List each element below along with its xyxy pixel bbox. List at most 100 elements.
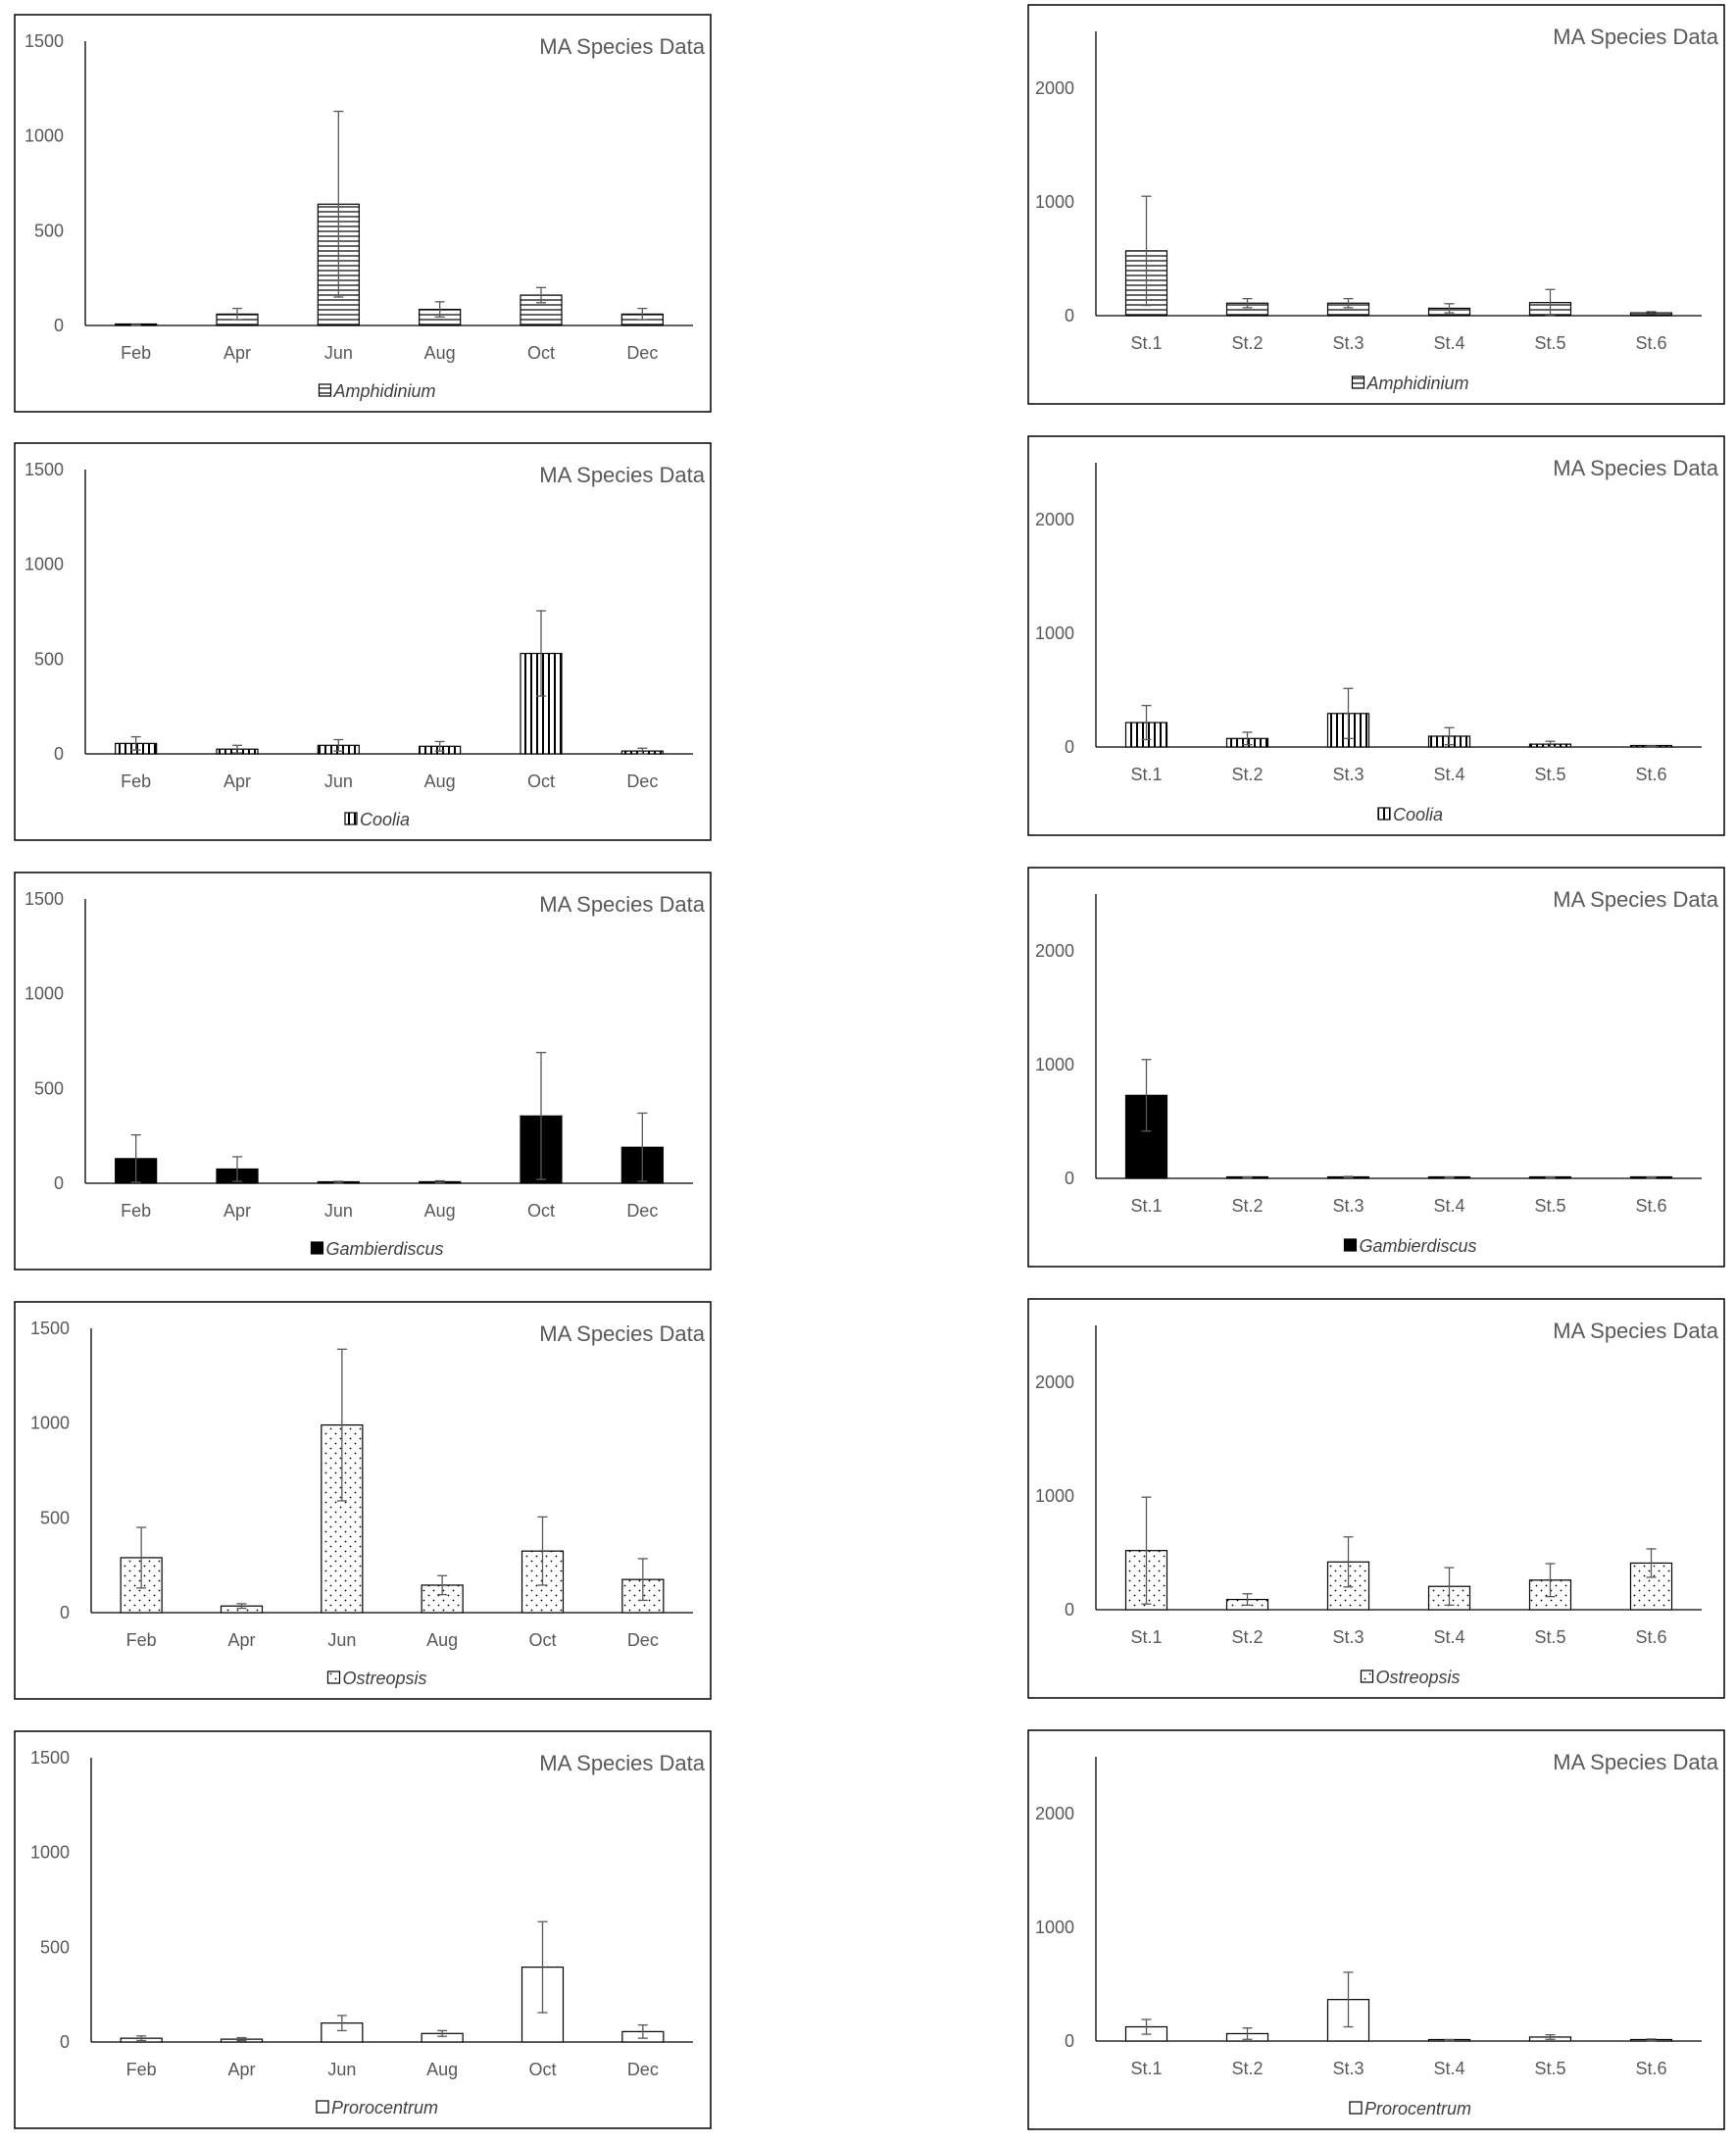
y-tick-label: 500 [40, 1508, 70, 1527]
x-tick-label: St.2 [1231, 333, 1263, 353]
y-tick-label: 1000 [25, 126, 64, 146]
legend-swatch [318, 383, 332, 397]
x-tick-label: St.4 [1433, 765, 1464, 784]
y-tick-label: 1000 [25, 555, 64, 574]
y-tick-label: 1000 [25, 984, 64, 1004]
x-tick-label: St.2 [1231, 1196, 1263, 1216]
y-tick-label: 0 [1065, 737, 1074, 757]
x-tick-label: Oct [528, 1630, 556, 1650]
x-tick-label: St.4 [1433, 2059, 1464, 2078]
y-tick-label: 2000 [1035, 78, 1074, 98]
legend-swatch [1377, 807, 1391, 821]
chart-panel: MA Species Data 0 1000 2000 St.1 St.2 St.3 St.4… [1027, 4, 1725, 405]
legend-label: Coolia [1393, 805, 1443, 824]
x-tick-label: St.4 [1433, 1196, 1464, 1216]
x-tick-label: Dec [627, 1630, 659, 1650]
x-tick-label: St.1 [1130, 333, 1162, 353]
x-tick-label: Feb [121, 1201, 151, 1221]
bar [520, 294, 563, 326]
y-tick-label: 1500 [30, 1319, 70, 1338]
chart-frame [1027, 1729, 1725, 2130]
x-tick-label: Oct [527, 343, 555, 363]
x-tick-label: Jun [324, 343, 353, 363]
x-tick-label: St.6 [1635, 333, 1666, 353]
x-tick-label: St.5 [1534, 1627, 1565, 1647]
y-tick-label: 0 [1065, 2031, 1074, 2051]
x-tick-label: Jun [327, 1630, 356, 1650]
y-tick-label: 1000 [30, 1843, 70, 1863]
x-tick-label: St.6 [1635, 765, 1666, 784]
x-tick-label: St.5 [1534, 765, 1565, 784]
legend-label: Amphidinium [332, 381, 435, 401]
x-tick-label: Apr [223, 343, 251, 363]
chart-frame [14, 872, 712, 1271]
chart-frame [1027, 435, 1725, 836]
chart-title: MA Species Data [1553, 1319, 1719, 1343]
chart-title: MA Species Data [1553, 25, 1719, 49]
chart-frame [14, 14, 712, 413]
x-tick-label: Dec [626, 343, 658, 363]
x-tick-label: St.5 [1534, 2059, 1565, 2078]
x-tick-label: Apr [223, 772, 251, 791]
legend-label: Prorocentrum [331, 2098, 438, 2118]
legend-label: Amphidinium [1365, 374, 1468, 393]
chart-frame [14, 442, 712, 841]
y-tick-label: 0 [1065, 1600, 1074, 1620]
y-tick-label: 0 [60, 2032, 70, 2052]
x-tick-label: St.6 [1635, 2059, 1666, 2078]
x-tick-label: St.6 [1635, 1627, 1666, 1647]
x-tick-label: St.1 [1130, 2059, 1162, 2078]
chart-title: MA Species Data [1553, 887, 1719, 912]
legend-swatch [310, 1241, 324, 1255]
y-tick-label: 0 [60, 1603, 70, 1622]
chart-frame [1027, 4, 1725, 405]
x-tick-label: St.4 [1433, 1627, 1464, 1647]
y-tick-label: 500 [40, 1937, 70, 1957]
chart-title: MA Species Data [1553, 1750, 1719, 1774]
y-tick-label: 0 [1065, 306, 1074, 325]
x-tick-label: Dec [627, 2060, 659, 2079]
x-tick-label: St.6 [1635, 1196, 1666, 1216]
y-tick-label: 0 [54, 744, 64, 764]
x-tick-label: Aug [424, 772, 456, 791]
x-tick-label: Jun [324, 1201, 353, 1221]
chart-panel: MA Species Data 0 1000 2000 St.1 St.2 St.3 St.4… [1027, 435, 1725, 836]
x-tick-label: Dec [626, 772, 658, 791]
y-tick-label: 1000 [1035, 192, 1074, 212]
x-tick-label: Jun [327, 2060, 356, 2079]
y-tick-label: 2000 [1035, 941, 1074, 961]
y-tick-label: 1500 [25, 889, 64, 909]
x-tick-label: St.3 [1332, 1627, 1364, 1647]
chart-panel: MA Species Data 0 1000 2000 St.1 St.2 St.3 St.4… [1027, 867, 1725, 1268]
legend-swatch [1360, 1670, 1374, 1683]
legend-label: Coolia [360, 810, 410, 829]
x-tick-label: Oct [527, 1201, 555, 1221]
x-tick-label: St.2 [1231, 765, 1263, 784]
legend-swatch [1351, 375, 1365, 389]
chart-title: MA Species Data [1553, 456, 1719, 480]
legend-swatch [316, 2100, 329, 2114]
chart-panel: MA Species Data 0 1000 2000 St.1 St.2 St.3 St.4… [1027, 1298, 1725, 1699]
chart-title: MA Species Data [539, 1321, 706, 1346]
legend-swatch [344, 812, 358, 825]
legend-swatch [1343, 1238, 1358, 1252]
legend-label: Ostreopsis [1375, 1668, 1460, 1687]
x-tick-label: Aug [426, 2060, 458, 2079]
y-tick-label: 0 [54, 316, 64, 335]
x-tick-label: Dec [626, 1201, 658, 1221]
x-tick-label: Oct [527, 772, 555, 791]
x-tick-label: St.3 [1332, 333, 1364, 353]
chart-frame [1027, 1298, 1725, 1699]
x-tick-label: Aug [424, 343, 456, 363]
y-tick-label: 500 [34, 221, 64, 240]
y-tick-label: 2000 [1035, 1372, 1074, 1392]
legend-label: Prorocentrum [1364, 2099, 1471, 2118]
x-tick-label: Apr [227, 1630, 255, 1650]
x-tick-label: Feb [126, 1630, 157, 1650]
chart-title: MA Species Data [539, 892, 706, 917]
x-tick-label: St.4 [1433, 333, 1464, 353]
x-tick-label: St.5 [1534, 1196, 1565, 1216]
